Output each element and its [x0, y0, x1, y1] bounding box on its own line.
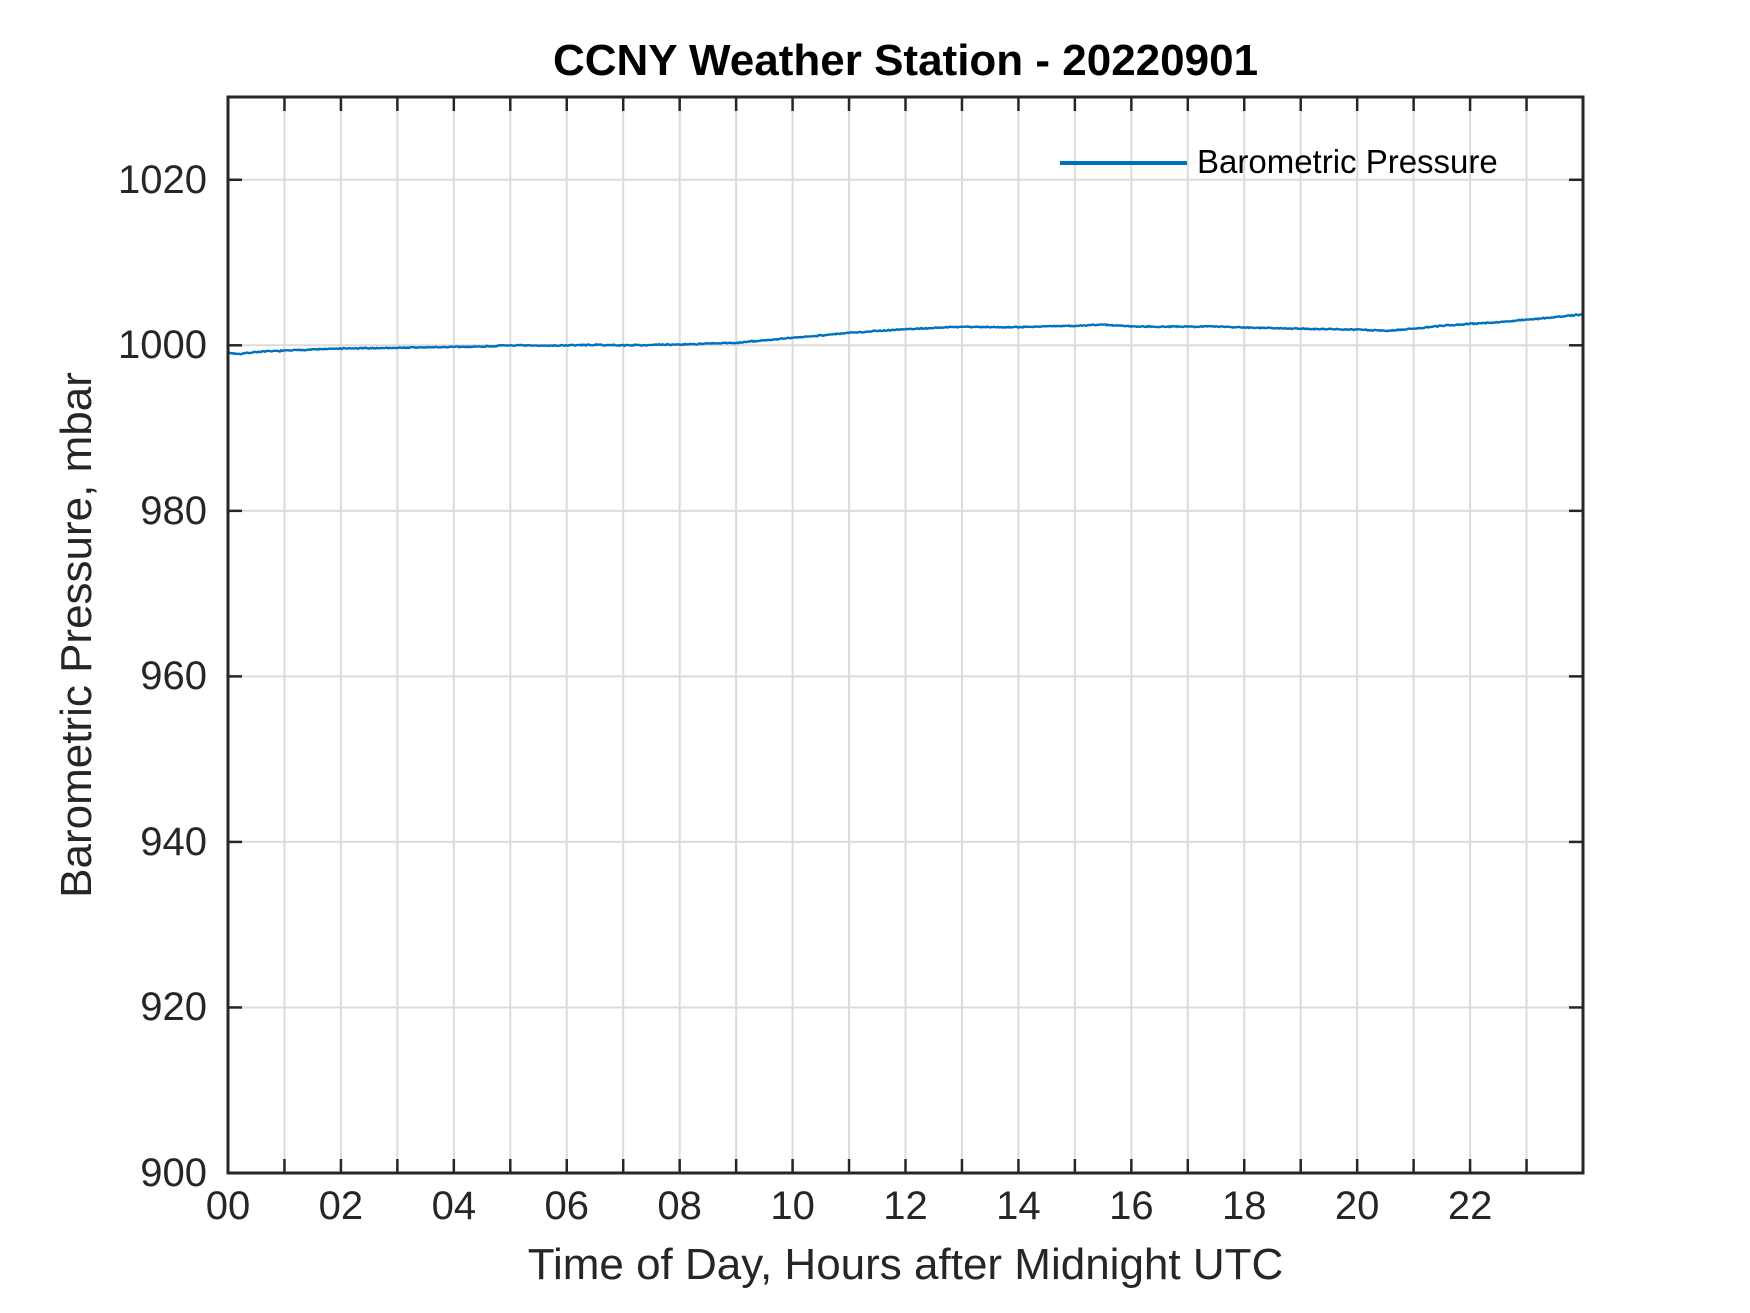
axes-box [226, 95, 1585, 1175]
x-tick-label: 18 [1222, 1184, 1267, 1228]
x-tick-label: 06 [544, 1184, 590, 1228]
y-tick-label: 980 [140, 488, 207, 533]
x-tick-label: 08 [657, 1184, 702, 1228]
x-tick-label: 22 [1447, 1184, 1493, 1228]
x-axis-label: Time of Day, Hours after Midnight UTC [527, 1240, 1284, 1289]
legend: Barometric Pressure [1060, 138, 1498, 186]
x-tick-label: 14 [996, 1184, 1041, 1228]
x-tick-label: 20 [1334, 1184, 1380, 1228]
y-tick-label: 1000 [118, 323, 207, 368]
y-axis-label: Barometric Pressure, mbar [52, 372, 101, 898]
legend-entry-label: Barometric Pressure [1197, 143, 1498, 180]
legend-line-sample [1060, 161, 1187, 165]
y-tick-label: 920 [140, 985, 207, 1030]
y-tick-label: 940 [140, 819, 207, 864]
x-tick-label: 02 [318, 1184, 364, 1228]
x-tick-label: 10 [770, 1184, 815, 1228]
x-tick-label: 12 [883, 1184, 928, 1228]
y-tick-label: 900 [140, 1151, 207, 1195]
y-tick-label: 960 [140, 654, 207, 699]
x-tick-label: 16 [1109, 1184, 1154, 1228]
gridlines [228, 97, 1583, 1173]
chart-title: CCNY Weather Station - 20220901 [552, 36, 1259, 85]
pressure-line [227, 313, 1584, 356]
x-tick-label: 00 [205, 1184, 251, 1228]
x-tick-label: 04 [431, 1184, 477, 1228]
y-tick-label: 1020 [118, 157, 207, 202]
